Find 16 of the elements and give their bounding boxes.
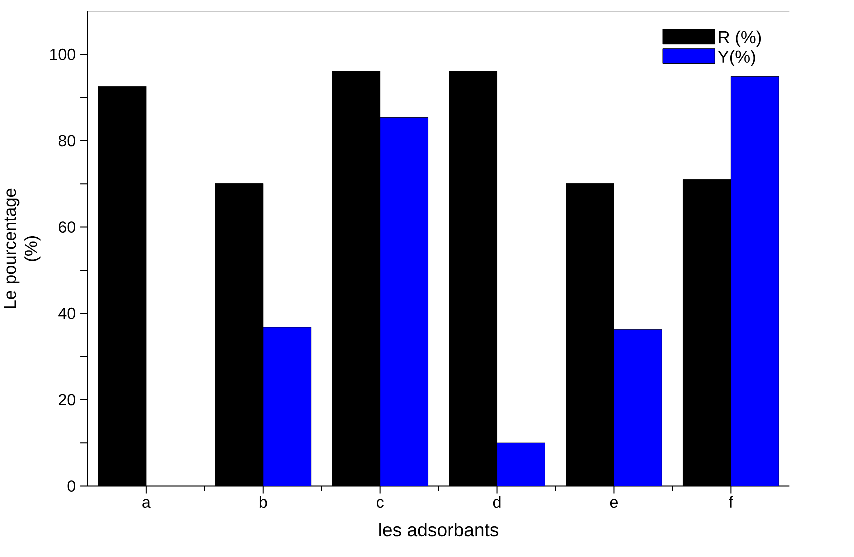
y-tick-label: 60 (59, 222, 76, 234)
y-axis-title: Le pourcentage (%) (4, 188, 41, 308)
x-axis-title: les adsorbants (380, 523, 499, 537)
y-tick-label: 0 (68, 480, 76, 492)
y-tick-label: 20 (59, 394, 76, 406)
x-tick-label: a (142, 499, 151, 508)
legend-label: R (%) (719, 30, 762, 48)
x-tick-label: f (729, 496, 734, 508)
legend-label: Y(%) (718, 50, 756, 67)
y-tick-label: 80 (58, 135, 76, 147)
x-tick-label: d (493, 496, 501, 508)
x-tick-label: c (376, 499, 384, 508)
y-tick-label: 40 (58, 308, 76, 320)
x-tick-label: b (260, 496, 268, 508)
x-tick-label: e (610, 499, 618, 508)
y-tick-label: 100 (50, 48, 76, 60)
